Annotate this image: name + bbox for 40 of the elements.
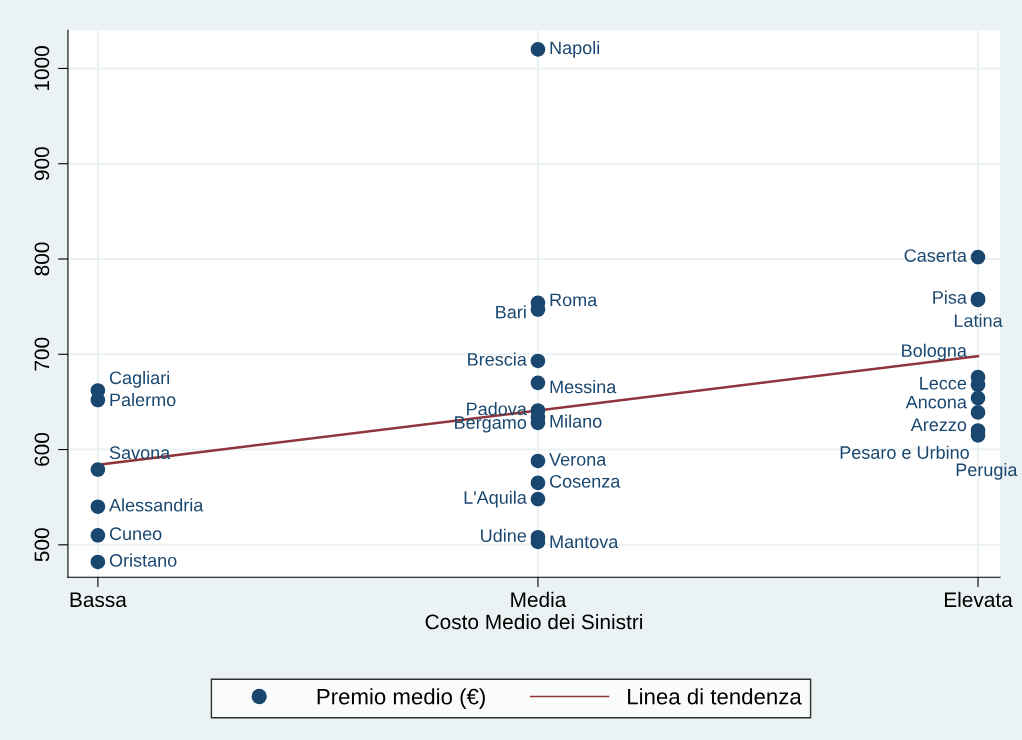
annotation: Bergamo: [455, 416, 527, 433]
annotation: Bologna: [902, 343, 967, 361]
annotation: L'Aquila: [464, 490, 527, 508]
annotation: Pisa: [933, 290, 967, 304]
annotation: Oristano: [109, 553, 177, 567]
annotation: Latina: [954, 313, 1003, 328]
x-tick-label: Bassa: [70, 592, 127, 608]
annotation: Messina: [550, 379, 617, 394]
legend-label: Linea di tendenza: [628, 688, 802, 705]
annotation: Arezzo: [910, 418, 967, 432]
y-tick-label: 1000: [34, 46, 50, 91]
annotation: Savona: [109, 446, 171, 460]
annotation: Cuneo: [109, 527, 162, 541]
annotation: Napoli: [550, 40, 600, 58]
y-tick-label: 700: [34, 337, 50, 371]
legend-label: Premio medio (€): [317, 688, 485, 709]
y-tick-label: 800: [34, 242, 50, 276]
annotation: Bari: [496, 305, 526, 319]
annotation: Ancona: [905, 395, 967, 409]
annotation: Lecce: [920, 377, 967, 390]
annotation: Milano: [550, 414, 602, 428]
annotation: Palermo: [110, 392, 176, 407]
annotation: Pesaro e Urbino: [840, 445, 969, 459]
annotation: Padova: [467, 402, 527, 416]
x-tick-label: Media: [511, 591, 567, 608]
y-tick-label: 900: [34, 147, 50, 181]
x-axis-title: Costo Medio dei Sinistri: [425, 613, 643, 630]
annotation: Brescia: [468, 352, 527, 366]
annotation: Udine: [481, 528, 527, 543]
annotation: Alessandria: [109, 498, 204, 512]
annotation: Roma: [550, 293, 598, 307]
annotation: Cosenza: [549, 474, 621, 488]
annotation: Caserta: [904, 249, 967, 262]
annotation: Mantova: [550, 535, 619, 549]
annotation: Cagliari: [109, 370, 169, 388]
y-tick-label: 600: [34, 432, 50, 466]
annotation: Verona: [549, 453, 607, 466]
y-tick-label: 500: [34, 528, 50, 562]
x-tick-label: Elevata: [944, 591, 1013, 608]
annotation: Perugia: [956, 462, 1018, 480]
